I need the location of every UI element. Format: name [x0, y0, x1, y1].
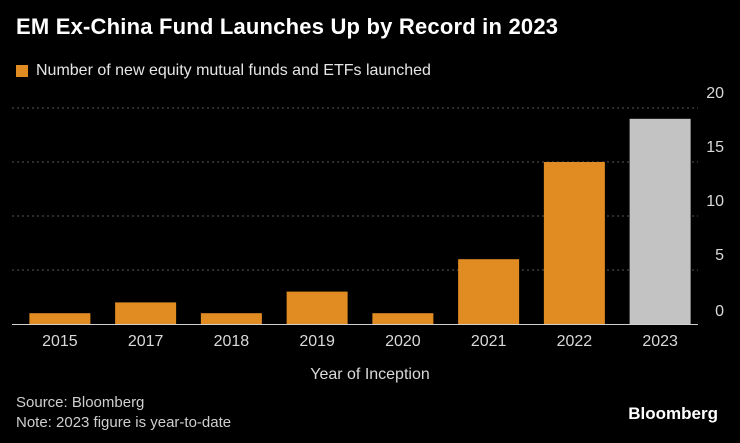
x-tick-label: 2017 [128, 333, 164, 350]
x-tick-label: 2021 [471, 333, 507, 350]
x-tick-label: 2019 [299, 333, 335, 350]
bar [115, 302, 177, 324]
x-tick-label: 2018 [214, 333, 250, 350]
x-tick-label: 2023 [642, 333, 678, 350]
bar [372, 313, 434, 324]
chart-title: EM Ex-China Fund Launches Up by Record i… [16, 14, 559, 39]
bar [543, 162, 605, 324]
y-tick-label: 20 [706, 85, 724, 102]
bloomberg-logo: Bloomberg [628, 404, 718, 423]
footnote: Note: 2023 figure is year-to-date [16, 414, 232, 431]
x-tick-label: 2020 [385, 333, 421, 350]
bar [458, 259, 520, 324]
chart-footer: Source: Bloomberg Note: 2023 figure is y… [16, 393, 231, 433]
bar [286, 291, 348, 324]
y-tick-label: 0 [715, 303, 724, 320]
y-tick-label: 15 [706, 139, 724, 156]
x-axis-label: Year of Inception [310, 366, 430, 383]
chart-legend: Number of new equity mutual funds and ET… [16, 62, 431, 80]
bar [29, 313, 91, 324]
x-tick-label: 2022 [557, 333, 593, 350]
y-tick-label: 10 [706, 193, 724, 210]
bar [629, 118, 691, 324]
legend-swatch [16, 65, 28, 77]
legend-label: Number of new equity mutual funds and ET… [36, 62, 431, 79]
bar [200, 313, 262, 324]
x-tick-label: 2015 [42, 333, 78, 350]
source-note: Source: Bloomberg [16, 394, 145, 411]
y-tick-label: 5 [715, 247, 724, 264]
